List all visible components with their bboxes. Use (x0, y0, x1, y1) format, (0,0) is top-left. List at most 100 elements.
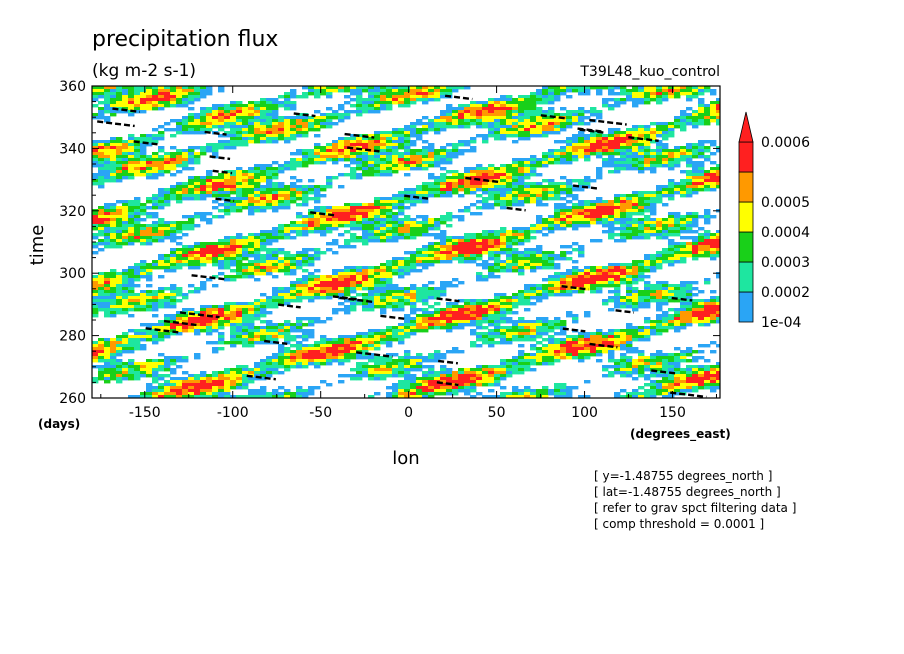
field-cell (482, 107, 489, 111)
field-cell (674, 290, 681, 294)
field-cell (278, 200, 285, 204)
field-cell (644, 152, 651, 156)
field-cell (188, 245, 195, 249)
field-cell (368, 233, 375, 237)
field-cell (302, 281, 309, 285)
field-cell (380, 107, 387, 111)
field-cell (668, 155, 675, 159)
field-cell (602, 230, 609, 234)
field-cell (344, 281, 351, 285)
field-cell (584, 155, 591, 159)
field-cell (110, 158, 117, 162)
field-cell (110, 170, 117, 174)
field-cell (236, 185, 243, 189)
field-cell (320, 284, 327, 288)
field-cell (266, 260, 273, 264)
field-cell (212, 107, 219, 111)
field-cell (530, 284, 537, 288)
field-cell (98, 152, 105, 156)
field-cell (140, 104, 147, 108)
field-cell (500, 113, 507, 117)
field-cell (578, 281, 585, 285)
field-cell (560, 176, 567, 180)
field-cell (368, 221, 375, 225)
field-cell (206, 119, 213, 123)
field-cell (710, 143, 717, 147)
field-cell (266, 140, 273, 144)
field-cell (284, 227, 291, 231)
field-cell (230, 128, 237, 132)
field-cell (380, 269, 387, 273)
field-cell (134, 239, 141, 243)
field-cell (362, 284, 369, 288)
field-cell (626, 281, 633, 285)
field-cell (104, 278, 111, 282)
field-cell (164, 221, 171, 225)
field-cell (650, 266, 657, 270)
field-cell (674, 233, 681, 237)
field-cell (188, 314, 195, 318)
field-cell (212, 311, 219, 315)
field-cell (656, 143, 663, 147)
field-cell (614, 275, 621, 279)
field-cell (236, 209, 243, 213)
field-cell (218, 209, 225, 213)
field-cell (410, 203, 417, 207)
field-cell (260, 302, 267, 306)
field-cell (266, 203, 273, 207)
field-cell (254, 248, 261, 252)
field-cell (254, 314, 261, 318)
field-cell (626, 218, 633, 222)
field-cell (242, 272, 249, 276)
field-cell (170, 155, 177, 159)
field-cell (320, 278, 327, 282)
field-cell (104, 245, 111, 249)
field-cell (338, 209, 345, 213)
field-cell (656, 281, 663, 285)
field-cell (116, 164, 123, 168)
field-cell (686, 245, 693, 249)
field-cell (710, 170, 717, 174)
field-cell (656, 224, 663, 228)
field-cell (698, 107, 705, 111)
field-cell (656, 299, 663, 303)
field-cell (512, 227, 519, 231)
field-cell (332, 140, 339, 144)
field-cell (494, 113, 501, 117)
field-cell (698, 239, 705, 243)
field-cell (452, 107, 459, 111)
field-cell (686, 188, 693, 192)
field-cell (374, 221, 381, 225)
field-cell (458, 179, 465, 183)
field-cell (110, 233, 117, 237)
field-cell (536, 293, 543, 297)
field-cell (170, 152, 177, 156)
field-cell (242, 203, 249, 207)
field-cell (284, 290, 291, 294)
field-cell (692, 146, 699, 150)
field-cell (626, 206, 633, 210)
field-cell (128, 266, 135, 270)
field-cell (530, 269, 537, 273)
field-cell (428, 122, 435, 126)
field-cell (254, 233, 261, 237)
field-cell (476, 236, 483, 240)
field-cell (236, 248, 243, 252)
field-cell (170, 197, 177, 201)
field-cell (266, 230, 273, 234)
field-cell (176, 242, 183, 246)
field-cell (368, 287, 375, 291)
field-cell (644, 92, 651, 96)
field-cell (380, 104, 387, 108)
field-cell (536, 224, 543, 228)
field-cell (458, 248, 465, 252)
field-cell (176, 257, 183, 261)
field-cell (476, 254, 483, 258)
field-cell (260, 254, 267, 258)
field-cell (116, 212, 123, 216)
field-cell (152, 215, 159, 219)
field-cell (452, 110, 459, 114)
field-cell (296, 251, 303, 255)
field-cell (290, 269, 297, 273)
field-cell (278, 191, 285, 195)
